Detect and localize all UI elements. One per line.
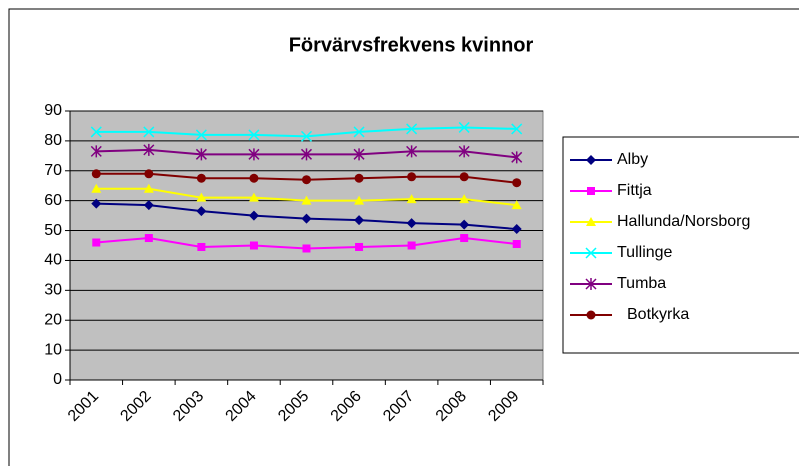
marker [144,169,154,179]
marker [354,195,365,205]
marker [143,183,154,193]
marker [143,200,154,211]
marker [248,210,259,221]
marker [460,234,469,243]
legend-label: Tumba [617,275,666,292]
y-tick-label: 0 [53,371,62,388]
marker [353,148,365,161]
legend [562,136,799,354]
y-tick-label: 70 [44,162,62,179]
marker [249,241,258,250]
marker [143,143,155,156]
marker [511,200,522,210]
marker [511,224,522,235]
marker [91,183,102,193]
marker [406,194,417,204]
marker [195,129,207,141]
marker [459,194,470,204]
legend-label: Tullinge [617,244,673,261]
marker [407,241,416,250]
y-tick-label: 90 [44,102,62,119]
marker [587,187,595,195]
y-tick-label: 50 [44,222,62,239]
marker [354,215,365,226]
legend-label: Hallunda/Norsborg [617,213,750,230]
marker [301,195,312,205]
marker [195,148,207,161]
marker [512,178,522,188]
marker [248,129,260,141]
marker [406,145,418,158]
chart-title: Förvärvsfrekvens kvinnor [289,34,534,56]
marker [585,247,597,259]
marker [197,242,206,251]
marker [249,173,259,183]
marker [511,151,523,164]
marker [459,172,469,182]
marker [92,238,101,247]
marker [300,148,313,161]
marker [355,242,364,251]
marker [91,169,101,179]
marker [301,213,312,224]
marker [353,126,365,138]
marker [144,234,153,243]
marker [458,145,470,158]
marker [511,123,523,135]
marker [586,155,596,165]
marker [90,145,102,158]
marker [586,217,596,226]
y-tick-label: 20 [44,311,62,328]
y-tick-label: 30 [44,282,62,299]
y-tick-label: 40 [44,252,62,269]
legend-label: Fittja [617,182,652,199]
marker [90,126,102,138]
y-tick-label: 10 [44,341,62,358]
legend-label: Alby [617,151,648,168]
marker [458,121,470,133]
marker [459,219,470,230]
marker [354,173,364,183]
marker [302,244,311,253]
y-tick-label: 60 [44,192,62,209]
marker [248,192,259,202]
marker [248,148,260,161]
marker [300,130,313,142]
marker [302,175,311,185]
legend-label: Botkyrka [627,306,689,323]
marker [196,173,206,183]
marker [585,278,597,290]
marker [406,218,417,229]
y-tick-label: 80 [44,132,62,149]
marker [196,192,207,202]
marker [586,310,596,320]
marker [407,172,417,182]
marker [143,126,155,138]
marker [512,240,521,249]
marker [91,198,102,209]
marker [196,206,207,217]
marker [406,123,418,135]
